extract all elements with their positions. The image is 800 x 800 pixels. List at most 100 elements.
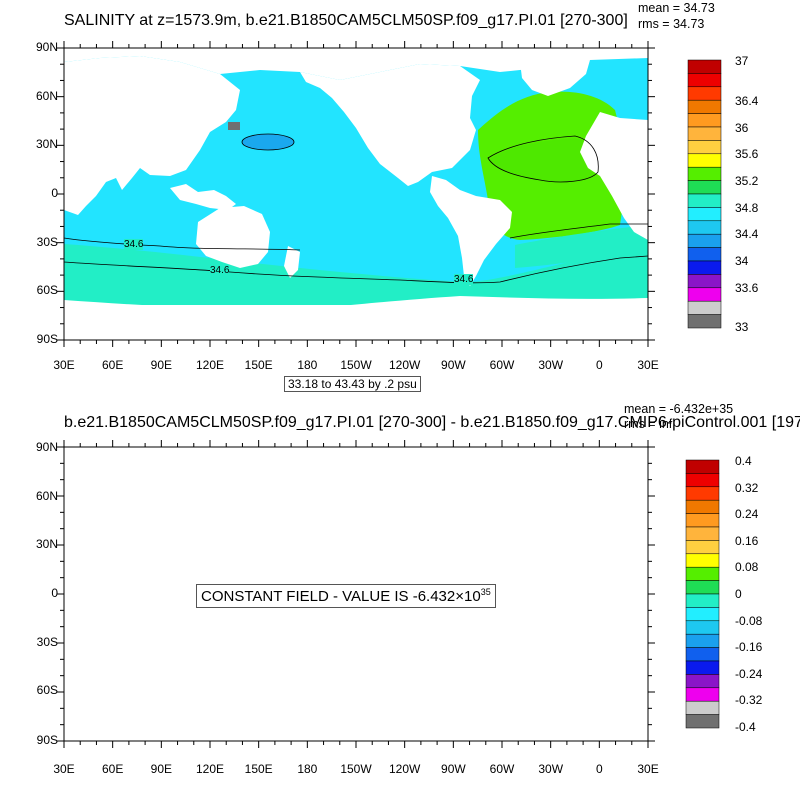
bottom-axis-ticks [57, 440, 655, 748]
south-america-land [430, 176, 512, 286]
colorbar-label: 36 [735, 121, 749, 135]
bottom-map-title: b.e21.B1850CAM5CLM50SP.f09_g17.PI.01 [27… [64, 414, 800, 431]
colorbar-label: 34.8 [735, 201, 759, 215]
lon-label: 150W [340, 358, 372, 372]
lat-label: 90N [35, 40, 58, 54]
lon-label: 60W [489, 762, 515, 776]
colorbar-swatch [685, 580, 720, 595]
colorbar-swatch [685, 459, 720, 474]
contour-label: 34.6 [454, 274, 474, 285]
lat-label: 30S [36, 635, 58, 649]
lon-label: 60E [101, 358, 124, 372]
contour-line [509, 223, 648, 239]
colorbar-label: 34 [735, 254, 749, 268]
lon-label: 30W [538, 762, 564, 776]
north-america-land [300, 64, 480, 186]
top-rms-label: rms = 34.73 [638, 17, 705, 31]
lon-label: 120W [389, 358, 421, 372]
lat-label: 90N [35, 440, 58, 454]
colorbar-swatch [685, 633, 720, 648]
bottom-mean-label: mean = -6.432e+35 [624, 402, 734, 416]
australia-land [196, 206, 270, 268]
lon-label: 60E [101, 762, 124, 776]
lon-label: 90W [441, 358, 466, 372]
pacific-fresh-blob [242, 134, 294, 150]
colorbar-label: 35.6 [735, 147, 759, 161]
colorbar-swatch [687, 86, 722, 101]
colorbar-swatch [685, 486, 720, 501]
colorbar-swatch [687, 220, 722, 235]
colorbar-label: 0.32 [735, 481, 759, 495]
bottom-colorbar [685, 459, 720, 729]
lon-label: 120E [195, 762, 225, 776]
lat-label: 0 [51, 586, 58, 600]
contour-interval-note: 33.18 to 43.43 by .2 psu [284, 376, 421, 392]
lon-label: 150W [340, 762, 372, 776]
colorbar-swatch [685, 526, 720, 541]
colorbar-label: 0 [735, 587, 742, 601]
arctic-land [64, 48, 648, 80]
bottom-rms-label: rms = inf [624, 417, 673, 431]
lat-label: 90S [36, 332, 58, 346]
lat-label: 30N [35, 137, 58, 151]
colorbar-label: -0.08 [735, 614, 763, 628]
atlantic-core [488, 138, 599, 182]
colorbar-swatch [685, 620, 720, 635]
lat-label: 60S [36, 683, 58, 697]
top-mean-label: mean = 34.73 [638, 1, 715, 15]
lon-label: 90W [441, 762, 466, 776]
colorbar-label: 37 [735, 54, 749, 68]
lon-label: 30E [53, 762, 75, 776]
constant-field-exponent: 35 [480, 587, 491, 597]
colorbar-swatch [687, 59, 722, 74]
colorbar-label: -0.4 [735, 720, 756, 734]
colorbar-swatch [687, 233, 722, 248]
southern-ocean-band [64, 244, 648, 305]
colorbar-swatch [685, 647, 720, 662]
colorbar-swatch [687, 300, 722, 315]
lon-label: 60W [489, 358, 515, 372]
lon-label: 120W [389, 762, 421, 776]
greenland-land [520, 60, 590, 96]
lon-label: 90E [150, 358, 172, 372]
colorbar-swatch [685, 714, 720, 729]
constant-field-text: CONSTANT FIELD - VALUE IS -6.432×10 [201, 588, 481, 605]
lon-label: 30E [53, 358, 75, 372]
eurasia-land [64, 56, 240, 215]
lon-label: 180 [297, 358, 318, 372]
colorbar-swatch [687, 274, 722, 289]
colorbar-swatch [685, 473, 720, 488]
lat-label: 30N [35, 537, 58, 551]
colorbar-swatch [685, 513, 720, 528]
gray-cell [228, 122, 240, 130]
colorbar-swatch [687, 73, 722, 88]
colorbar-label: 0.16 [735, 534, 759, 548]
lon-label: 180 [297, 762, 318, 776]
lon-label: 0 [596, 358, 603, 372]
colorbar-swatch [687, 193, 722, 208]
colorbar-swatch [685, 499, 720, 514]
colorbar-swatch [685, 660, 720, 675]
colorbar-swatch [687, 153, 722, 168]
colorbar-swatch [687, 260, 722, 275]
lon-label: 120E [195, 358, 225, 372]
antarctica-land [64, 305, 648, 340]
lat-label: 0 [51, 186, 58, 200]
colorbar-label: 0.4 [735, 454, 752, 468]
top-salinity-field [64, 48, 648, 340]
colorbar-label: 0.08 [735, 560, 759, 574]
top-colorbar [687, 59, 722, 329]
colorbar-swatch [685, 700, 720, 715]
colorbar-swatch [687, 314, 722, 329]
colorbar-swatch [685, 593, 720, 608]
colorbar-label: 33 [735, 320, 749, 334]
lon-label: 30W [538, 358, 564, 372]
colorbar-swatch [685, 674, 720, 689]
top-axis-ticks [57, 41, 655, 347]
colorbar-swatch [687, 126, 722, 141]
lon-label: 150E [244, 358, 273, 372]
lat-label: 30S [36, 235, 58, 249]
constant-field-box: CONSTANT FIELD - VALUE IS -6.432×1035 [196, 584, 496, 608]
lat-label: 60N [35, 89, 58, 103]
